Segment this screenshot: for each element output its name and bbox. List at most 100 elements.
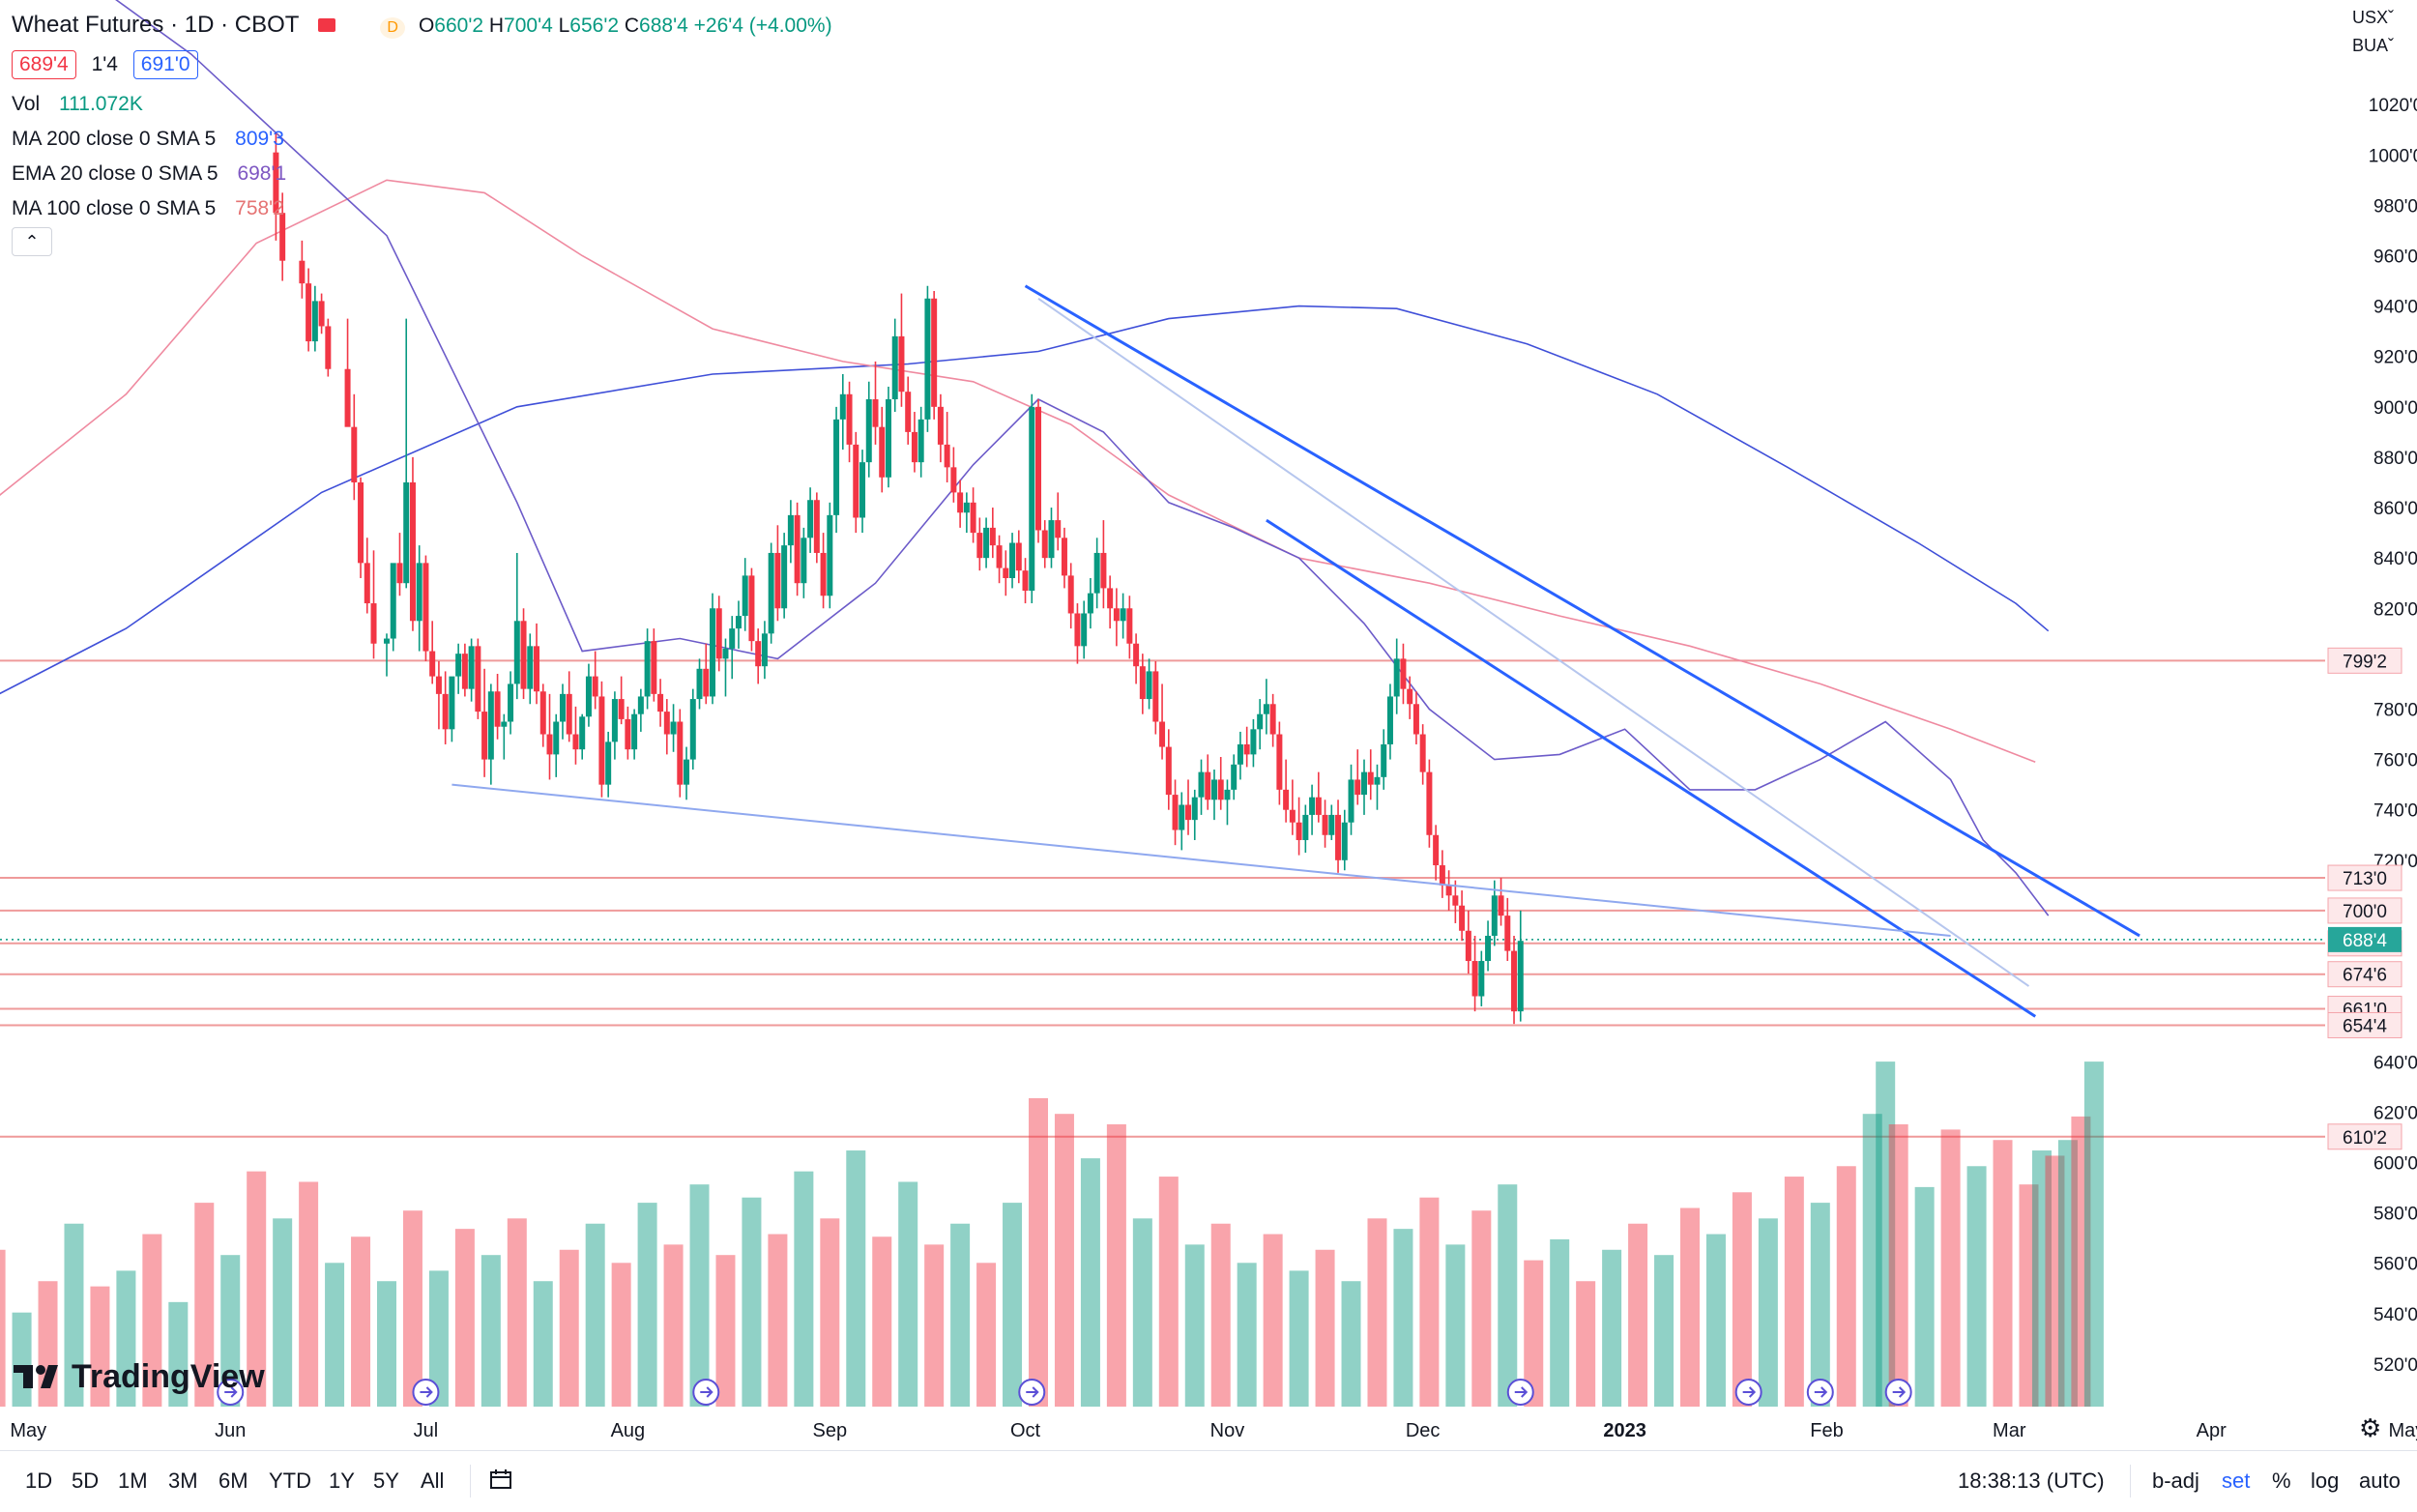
trendline (1266, 518, 2037, 1018)
time-axis[interactable]: AprMayJunJulAugSepOctNovDec2023FebMarApr… (0, 1420, 2417, 1441)
candle-body (449, 676, 455, 730)
candle (801, 527, 807, 598)
candle-body (1302, 814, 1309, 840)
candle (1386, 683, 1393, 760)
volume-bar (1993, 1140, 2013, 1407)
toggle-b-adj[interactable]: b-adj (2152, 1468, 2199, 1493)
candle-body (1205, 771, 1211, 800)
close-value: 688'4 (639, 15, 688, 37)
trendline (451, 783, 1951, 937)
toggle-percent[interactable]: % (2272, 1468, 2291, 1493)
candle (1491, 880, 1498, 946)
candle-body (1419, 734, 1426, 772)
candle-body (1113, 608, 1120, 622)
volume-bar (2031, 1150, 2052, 1407)
currency-selector[interactable]: USXˇ (2352, 8, 2394, 28)
event-markers-layer[interactable] (217, 1379, 1912, 1406)
volume-bar (585, 1223, 605, 1407)
timeframe-1m[interactable]: 1M (118, 1468, 148, 1493)
collapse-legend-button[interactable]: ⌃ (12, 227, 52, 256)
candle (481, 668, 488, 777)
price-tick-label: 760'0 (2373, 751, 2417, 771)
candle-body (742, 575, 748, 617)
unit-selector[interactable]: BUAˇ (2352, 36, 2394, 56)
volume-bar (1341, 1281, 1361, 1407)
chart-settings-button[interactable]: ⚙ (2359, 1413, 2381, 1443)
candle (351, 393, 358, 501)
candle (364, 538, 370, 614)
date-range-button[interactable] (489, 1468, 514, 1497)
candle (976, 517, 983, 571)
event-marker-arrow (224, 1386, 238, 1398)
candle-body (1055, 520, 1062, 538)
candle-body (1459, 905, 1466, 931)
price-level-badge (2327, 897, 2402, 924)
volume-bar (663, 1244, 684, 1407)
clock-timezone[interactable]: 18:38:13 (UTC) (1958, 1468, 2105, 1493)
indicator-ma100[interactable]: MA 100 close 0 SMA 5 758'2 (12, 197, 284, 220)
candle-body (611, 699, 618, 742)
sell-button[interactable]: 689'4 (12, 50, 76, 79)
candle (1093, 538, 1100, 609)
indicator-ema20[interactable]: EMA 20 close 0 SMA 5 698'1 (12, 162, 286, 186)
buy-button[interactable]: 691'0 (132, 50, 198, 79)
volume-bar (194, 1203, 215, 1407)
candle-body (774, 552, 781, 609)
candle (539, 683, 546, 747)
price-level-badge (2327, 1123, 2402, 1150)
indicator-volume[interactable]: Vol 111.072K (12, 93, 143, 116)
price-axis[interactable]: 1020'0 1000'0 980'0 960'0 940'0 920'0 900'0 880… (2327, 96, 2417, 1376)
candle (370, 550, 377, 659)
chevron-up-icon: ⌃ (24, 232, 40, 251)
candle-body (703, 668, 710, 697)
delay-badge[interactable]: D (380, 17, 406, 39)
candle-body (944, 444, 950, 468)
toggle-set[interactable]: set (2222, 1468, 2251, 1493)
candle-body (689, 699, 696, 760)
symbol-title[interactable]: Wheat Futures · 1D · CBOT (12, 12, 300, 38)
candle-body (1257, 713, 1264, 730)
timeframe-6m[interactable]: 6M (218, 1468, 248, 1493)
volume-bar (142, 1234, 162, 1407)
volume-bar (924, 1244, 945, 1407)
timeframe-ytd[interactable]: YTD (269, 1468, 311, 1493)
candle (508, 671, 514, 735)
indicator-ma200[interactable]: MA 200 close 0 SMA 5 809'3 (12, 128, 284, 151)
candle (605, 731, 612, 798)
price-tick-label: 880'0 (2373, 449, 2417, 469)
candle-body (1120, 608, 1126, 622)
volume-bar (1705, 1234, 1726, 1407)
candle-body (755, 641, 762, 667)
toggle-log[interactable]: log (2311, 1468, 2340, 1493)
timeframe-all[interactable]: All (421, 1468, 445, 1493)
candle-body (1283, 789, 1290, 810)
last-price-badge-label: 688'4 (2343, 931, 2387, 951)
candle-body (625, 718, 631, 750)
volume-bar (1393, 1229, 1413, 1407)
candle (1191, 789, 1198, 840)
candle (957, 480, 964, 528)
time-tick-label: Nov (1210, 1420, 1245, 1441)
candle (970, 487, 976, 543)
trendlines-layer[interactable] (451, 284, 2140, 1018)
timeframe-1d[interactable]: 1D (25, 1468, 53, 1493)
volume-bar (1524, 1260, 1544, 1407)
candle (696, 658, 703, 710)
timeframe-5d[interactable]: 5D (72, 1468, 100, 1493)
event-marker-icon (412, 1379, 440, 1406)
timeframe-1y[interactable]: 1Y (329, 1468, 355, 1493)
volume-bar (1628, 1223, 1648, 1407)
candle-body (865, 399, 872, 463)
candle-body (273, 152, 279, 214)
timeframe-5y[interactable]: 5Y (373, 1468, 399, 1493)
chart-canvas[interactable]: 1020'0 1000'0 980'0 960'0 940'0 920'0 900'0 880… (0, 0, 2417, 1450)
candle-body (1009, 542, 1016, 578)
toggle-auto[interactable]: auto (2359, 1468, 2401, 1493)
candle (1374, 764, 1381, 810)
timeframe-3m[interactable]: 3M (168, 1468, 198, 1493)
volume-bar (533, 1281, 553, 1407)
candle-body (1465, 930, 1471, 962)
candle (1296, 797, 1302, 856)
candle (748, 567, 755, 652)
candle (546, 693, 553, 780)
